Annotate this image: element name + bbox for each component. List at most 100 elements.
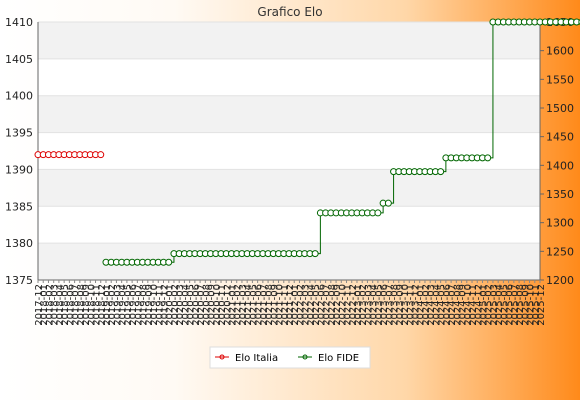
x-tick-label: 2022-06 xyxy=(316,284,327,326)
left-tick-label: 1380 xyxy=(5,237,33,250)
x-tick-label: 2024-05 xyxy=(437,284,448,326)
x-tick-label: 2020-07 xyxy=(196,284,207,326)
x-tick-label: 2019-08 xyxy=(139,284,150,326)
x-tick-label: 2025-07 xyxy=(510,284,521,326)
left-tick-label: 1385 xyxy=(5,200,33,213)
plot-band xyxy=(38,95,540,133)
right-tick-label: 1200 xyxy=(546,274,574,287)
x-tick-label: 2019-06 xyxy=(128,284,139,326)
x-tick-label: 2024-10 xyxy=(463,284,474,326)
x-tick-label: 2020-05 xyxy=(186,284,197,326)
x-tick-label: 2019-04 xyxy=(118,284,129,326)
x-tick-label: 2021-09 xyxy=(269,284,280,326)
x-tick-label: 2023-12 xyxy=(411,284,422,326)
x-tick-label: 2018-12 xyxy=(97,284,108,326)
left-tick-label: 1405 xyxy=(5,53,33,66)
plot-band xyxy=(38,169,540,207)
x-tick-label: 2022-07 xyxy=(322,284,333,326)
x-tick-label: 2023-10 xyxy=(400,284,411,326)
x-tick-label: 2018-09 xyxy=(81,284,92,326)
x-tick-label: 2020-11 xyxy=(217,284,228,326)
x-tick-label: 2023-04 xyxy=(369,284,380,326)
x-tick-label: 2025-03 xyxy=(489,284,500,326)
x-tick-label: 2021-05 xyxy=(248,284,259,326)
data-point-elo-fide xyxy=(384,199,392,207)
x-tick-label: 2023-03 xyxy=(363,284,374,326)
data-point-elo-italia xyxy=(97,151,105,159)
x-tick-label: 2019-10 xyxy=(149,284,160,326)
x-tick-label: 2017-12 xyxy=(34,284,45,326)
x-tick-label: 2023-02 xyxy=(358,284,369,326)
x-tick-label: 2023-05 xyxy=(374,284,385,326)
x-tick-label: 2019-11 xyxy=(154,284,165,326)
left-tick-label: 1395 xyxy=(5,127,33,140)
x-tick-label: 2022-12 xyxy=(348,284,359,326)
x-tick-label: 2020-10 xyxy=(212,284,223,326)
x-tick-label: 2021-08 xyxy=(264,284,275,326)
right-tick-label: 1450 xyxy=(546,131,574,144)
left-axis-ticks: 1375 1380 1385 1390 1395 1400 1405 1410 xyxy=(5,16,33,287)
plot-area xyxy=(38,22,540,280)
x-tick-label: 2018-02 xyxy=(44,284,55,326)
x-tick-label: 2019-03 xyxy=(112,284,123,326)
x-tick-label: 2025-11 xyxy=(531,284,542,326)
x-tick-label: 2019-01 xyxy=(102,284,113,326)
x-tick-label: 2022-09 xyxy=(332,284,343,326)
x-tick-label: 2018-01 xyxy=(39,284,50,326)
legend-box xyxy=(209,346,371,369)
x-tick-label: 2021-12 xyxy=(285,284,296,326)
left-tick-label: 1410 xyxy=(5,16,33,29)
x-tick-label: 2024-03 xyxy=(426,284,437,326)
right-tick-label: 1550 xyxy=(546,73,574,86)
right-tick-label: 1400 xyxy=(546,159,574,172)
x-tick-label: 2021-01 xyxy=(227,284,238,326)
x-tick-label: 2020-06 xyxy=(191,284,202,326)
x-tick-label: 2025-10 xyxy=(526,284,537,326)
plot-band xyxy=(38,22,540,59)
x-tick-label: 2021-11 xyxy=(280,284,291,326)
x-tick-label: 2020-02 xyxy=(170,284,181,326)
x-tick-label: 2024-12 xyxy=(473,284,484,326)
x-tick-label: 2021-04 xyxy=(243,284,254,326)
x-tick-label: 2024-09 xyxy=(458,284,469,326)
x-tick-label: 2020-04 xyxy=(180,284,191,326)
left-tick-label: 1400 xyxy=(5,90,33,103)
x-tick-label: 2018-10 xyxy=(86,284,97,326)
x-tick-label: 2021-03 xyxy=(238,284,249,326)
x-tick-label: 2024-07 xyxy=(447,284,458,326)
right-tick-label: 1250 xyxy=(546,245,574,258)
x-tick-label: 2022-01 xyxy=(290,284,301,326)
data-point-elo-fide xyxy=(165,258,173,266)
x-tick-label: 2020-12 xyxy=(222,284,233,326)
x-tick-label: 2019-07 xyxy=(133,284,144,326)
data-point-elo-fide xyxy=(374,209,382,217)
x-tick-label: 2023-06 xyxy=(379,284,390,326)
x-tick-label: 2020-03 xyxy=(175,284,186,326)
x-tick-label: 2021-07 xyxy=(259,284,270,326)
x-axis-ticks: 2017-122018-012018-022018-032018-042018-… xyxy=(34,280,547,326)
x-tick-label: 2024-08 xyxy=(452,284,463,326)
left-tick-label: 1375 xyxy=(5,274,33,287)
legend: Elo Italia Elo FIDE xyxy=(209,346,371,369)
x-tick-label: 2018-04 xyxy=(55,284,66,326)
chart-title: Grafico Elo xyxy=(257,5,322,19)
x-tick-label: 2023-07 xyxy=(384,284,395,326)
x-tick-label: 2023-11 xyxy=(405,284,416,326)
right-axis-ticks: 1200125013001350140014501500155016001650 xyxy=(540,16,574,287)
x-tick-label: 2025-09 xyxy=(520,284,531,326)
x-tick-label: 2022-11 xyxy=(343,284,354,326)
right-tick-label: 1350 xyxy=(546,188,574,201)
data-point-elo-fide xyxy=(437,168,445,176)
x-tick-label: 2022-08 xyxy=(327,284,338,326)
x-tick-label: 2025-12 xyxy=(536,284,547,326)
x-tick-label: 2018-08 xyxy=(76,284,87,326)
x-tick-label: 2019-05 xyxy=(123,284,134,326)
right-tick-label: 1300 xyxy=(546,217,574,230)
x-tick-label: 2023-01 xyxy=(353,284,364,326)
x-tick-label: 2025-05 xyxy=(499,284,510,326)
x-tick-label: 2018-11 xyxy=(92,284,103,326)
legend-label-elo-italia: Elo Italia xyxy=(235,353,278,364)
x-tick-label: 2025-02 xyxy=(484,284,495,326)
x-tick-label: 2020-09 xyxy=(207,284,218,326)
x-tick-label: 2018-05 xyxy=(60,284,71,326)
